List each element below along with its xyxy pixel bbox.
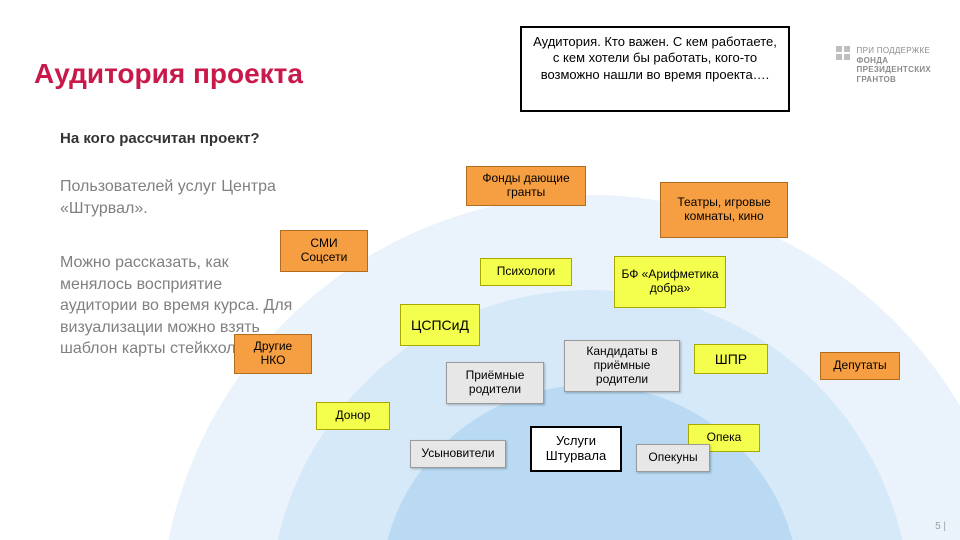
stakeholder-shpr: ШПР <box>694 344 768 374</box>
stakeholder-foster: Приёмные родители <box>446 362 544 404</box>
sponsor-logo: ПРИ ПОДДЕРЖКЕ ФОНДА ПРЕЗИДЕНТСКИХ ГРАНТО… <box>836 46 931 84</box>
stakeholder-psych: Психологи <box>480 258 572 286</box>
stakeholder-donor: Донор <box>316 402 390 430</box>
slide: Аудитория проекта Аудитория. Кто важен. … <box>0 0 960 540</box>
logo-line1: ПРИ ПОДДЕРЖКЕ <box>857 46 931 55</box>
stakeholder-guardians: Опекуны <box>636 444 710 472</box>
logo-line2: ФОНДА <box>857 56 889 65</box>
logo-icon <box>836 46 850 63</box>
stakeholder-theaters: Театры, игровые комнаты, кино <box>660 182 788 238</box>
question-subtitle: На кого рассчитан проект? <box>60 130 260 147</box>
stakeholder-otherngo: Другие НКО <box>234 334 312 374</box>
stakeholder-adopters: Усыновители <box>410 440 506 468</box>
logo-line3: ПРЕЗИДЕНТСКИХ <box>857 65 932 74</box>
stakeholder-tsps: ЦСПСиД <box>400 304 480 346</box>
body-paragraph-1: Пользователей услуг Центра «Штурвал». <box>60 176 280 219</box>
stakeholder-cand: Кандидаты в приёмные родители <box>564 340 680 392</box>
stakeholder-shturval: Услуги Штурвала <box>530 426 622 472</box>
callout-box: Аудитория. Кто важен. С кем работаете, с… <box>520 26 790 112</box>
stakeholder-deputies: Депутаты <box>820 352 900 380</box>
page-title: Аудитория проекта <box>34 58 303 90</box>
logo-line4: ГРАНТОВ <box>857 75 897 84</box>
stakeholder-funds: Фонды дающие гранты <box>466 166 586 206</box>
stakeholder-smi: СМИ Соцсети <box>280 230 368 272</box>
stakeholder-arith: БФ «Арифметика добра» <box>614 256 726 308</box>
page-number: 5 | <box>935 521 946 532</box>
